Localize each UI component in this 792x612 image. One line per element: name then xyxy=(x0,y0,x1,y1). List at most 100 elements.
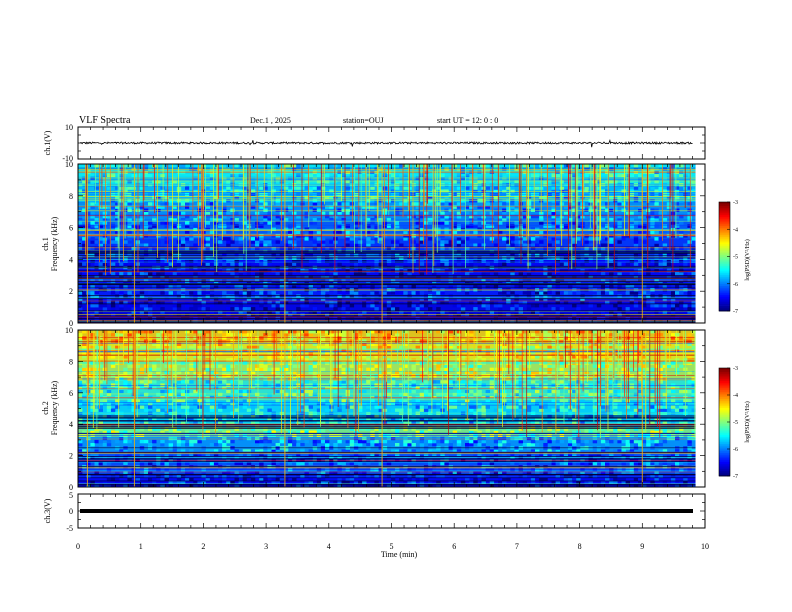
spec-cell xyxy=(629,211,635,216)
ch1-colorbar-cell xyxy=(719,203,730,206)
spec-cell xyxy=(477,243,482,247)
spec-cell xyxy=(382,313,388,317)
spec-cell xyxy=(110,224,116,228)
spec-cell xyxy=(423,211,429,216)
spec-cell xyxy=(271,291,276,295)
spec-cell xyxy=(568,221,573,225)
spec-cell xyxy=(308,297,313,302)
spec-cell xyxy=(551,461,556,466)
spec-cell xyxy=(193,483,198,488)
spec-cell xyxy=(448,186,453,190)
spec-cell xyxy=(617,294,622,298)
spec-cell xyxy=(288,170,293,174)
spec-cell xyxy=(325,259,330,263)
spec-no-data xyxy=(695,164,705,323)
spec-cell xyxy=(473,176,478,181)
spec-cell xyxy=(526,471,532,475)
spec-cell xyxy=(86,167,91,171)
ch1-colorbar-cell xyxy=(719,287,730,290)
spec-cell xyxy=(193,186,198,190)
spec-cell xyxy=(613,179,618,184)
spec-cell xyxy=(143,170,149,174)
ch1-colorbar-cell xyxy=(719,209,730,212)
spec-cell xyxy=(386,300,392,305)
spec-cell xyxy=(539,214,544,219)
spec-cell xyxy=(666,170,672,174)
spec-cell xyxy=(148,310,153,314)
spec-cell xyxy=(288,189,293,193)
spec-cell xyxy=(670,294,676,298)
spec-cell xyxy=(683,262,688,267)
spec-cell xyxy=(629,259,635,263)
spec-cell xyxy=(448,243,453,247)
spec-cell xyxy=(115,205,120,209)
spec-cell xyxy=(399,291,404,295)
spec-cell xyxy=(522,300,528,305)
spec-cell xyxy=(168,202,173,206)
spec-cell xyxy=(115,221,120,225)
spec-cell xyxy=(465,173,470,177)
spec-cell xyxy=(539,240,544,244)
spec-cell xyxy=(345,189,350,193)
spec-cell xyxy=(448,272,453,276)
spec-cell xyxy=(325,164,330,168)
spec-cell xyxy=(362,243,367,247)
spec-cell xyxy=(662,253,668,257)
spec-cell xyxy=(197,303,202,308)
spec-cell xyxy=(82,208,87,212)
spec-cell xyxy=(259,278,264,282)
spec-cell xyxy=(259,272,264,276)
spec-cell xyxy=(563,461,569,466)
spec-cell xyxy=(94,310,99,314)
spec-cell xyxy=(551,205,556,209)
spec-cell xyxy=(415,221,420,225)
spec-cell xyxy=(176,303,182,308)
spec-cell xyxy=(275,221,280,225)
spec-cell xyxy=(477,259,482,263)
spec-cell xyxy=(493,246,499,251)
spec-cell xyxy=(250,477,256,481)
spec-cell xyxy=(279,294,285,298)
spec-cell xyxy=(609,291,614,295)
spec-cell xyxy=(617,221,622,225)
spec-cell xyxy=(485,253,490,257)
spec-cell xyxy=(514,294,519,298)
spec-cell xyxy=(139,246,145,251)
spec-cell xyxy=(148,471,153,475)
spec-cell xyxy=(440,474,445,478)
spec-cell xyxy=(407,477,412,481)
spec-cell xyxy=(605,164,610,168)
spec-cell xyxy=(123,300,128,305)
spec-cell xyxy=(283,471,289,475)
spec-cell xyxy=(514,179,519,184)
spec-cell xyxy=(267,474,272,478)
spec-cell xyxy=(428,284,433,289)
spec-cell xyxy=(218,224,223,228)
spec-cell xyxy=(444,253,449,257)
spec-cell xyxy=(250,471,256,475)
spec-cell xyxy=(259,237,264,241)
ch1-colorbar-cell xyxy=(719,249,730,252)
spec-cell xyxy=(325,443,330,447)
spec-cell xyxy=(156,243,161,247)
spec-cell xyxy=(530,237,536,241)
spec-cell xyxy=(218,167,223,171)
spec-cell xyxy=(362,471,367,475)
spec-cell xyxy=(78,224,83,228)
spec-cell xyxy=(275,214,280,219)
spec-cell xyxy=(242,291,248,295)
spec-cell xyxy=(222,455,227,459)
spec-cell xyxy=(432,471,437,475)
ch1-colorbar-cell xyxy=(719,265,730,268)
spec-cell xyxy=(234,189,239,193)
spec-cell xyxy=(415,205,420,209)
spec-cell xyxy=(90,278,95,282)
spec-cell xyxy=(148,303,153,308)
spec-cell xyxy=(230,164,235,168)
spec-cell xyxy=(209,477,215,481)
spec-cell xyxy=(353,179,359,184)
spec-cell xyxy=(164,164,169,168)
spec-cell xyxy=(535,310,540,314)
spec-cell xyxy=(465,237,470,241)
spec-cell xyxy=(572,443,577,447)
